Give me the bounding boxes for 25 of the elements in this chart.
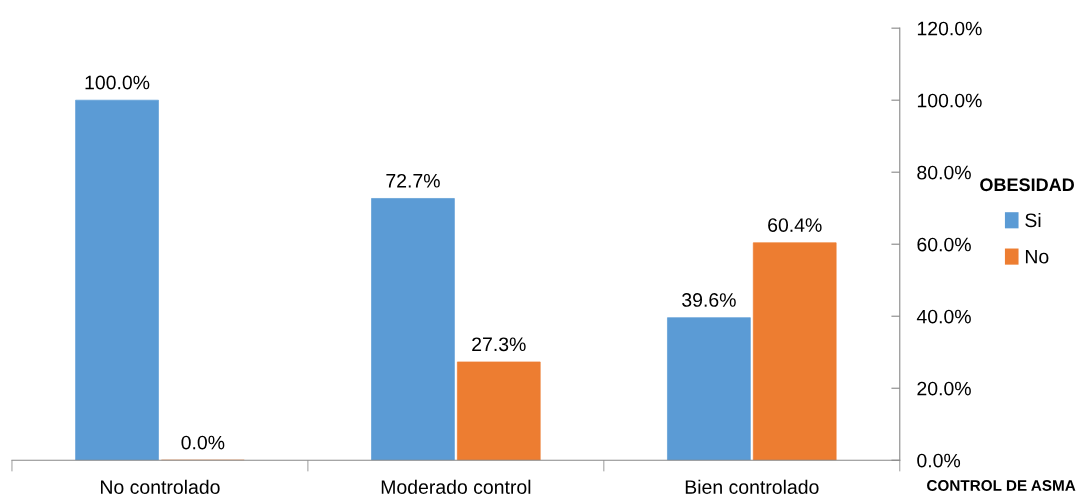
y-tick-label: 100.0% [917, 93, 982, 108]
data-label: 0.0% [181, 435, 225, 450]
y-tick-label: 60.0% [917, 237, 971, 252]
y-tick-label: 40.0% [916, 309, 971, 324]
legend-label: Si [1025, 212, 1041, 228]
x-tick-label: Moderado control [381, 479, 531, 494]
bar [752, 242, 837, 461]
data-label: 100.0% [85, 75, 150, 90]
y-tick-label: 0.0% [917, 453, 961, 468]
x-tick-label: Bien controlado [685, 479, 819, 494]
y-tick-label: 80.0% [917, 165, 971, 180]
x-axis-title: CONTROL DE ASMA [927, 480, 1076, 491]
legend-title: OBESIDAD [980, 178, 1074, 192]
bar [667, 317, 751, 461]
data-label: 39.6% [682, 293, 736, 307]
x-tick-label: No controlado [101, 479, 220, 494]
bar [457, 361, 541, 461]
bar [75, 99, 159, 461]
y-tick-label: 20.0% [917, 381, 971, 396]
data-label: 60.4% [768, 218, 822, 232]
bar [371, 198, 455, 461]
y-tick-label: 120.0% [917, 21, 982, 36]
legend-label: No [1025, 249, 1049, 264]
data-label: 27.3% [472, 337, 526, 352]
data-label: 72.7% [386, 173, 440, 188]
